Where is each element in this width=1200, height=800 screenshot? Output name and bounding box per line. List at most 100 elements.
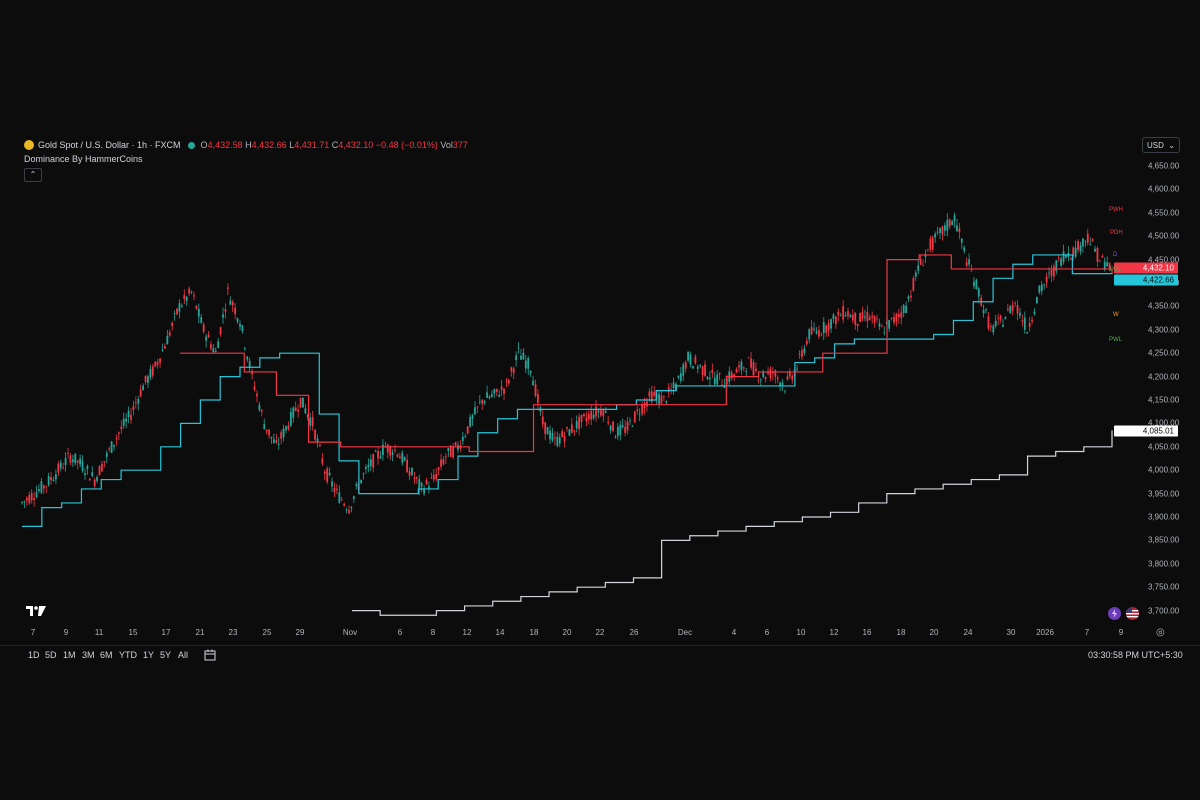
candle-body xyxy=(224,309,227,312)
candle-body xyxy=(256,393,258,397)
candle-body xyxy=(84,473,86,476)
timeframe-button[interactable]: 5D xyxy=(45,650,57,660)
candle-body xyxy=(553,437,556,439)
low-label: L xyxy=(289,140,295,150)
candle-body xyxy=(740,361,743,371)
timeframe-button[interactable]: 3M xyxy=(82,650,95,660)
candle-body xyxy=(633,411,636,423)
price-chart[interactable] xyxy=(0,130,1200,650)
candle-body xyxy=(868,317,871,321)
candle-body xyxy=(776,377,779,380)
timeframe-button[interactable]: 5Y xyxy=(160,650,172,660)
support-line xyxy=(22,254,1113,527)
candle-body xyxy=(93,479,96,486)
time-axis-tick: 24 xyxy=(963,628,973,637)
candle-body xyxy=(108,448,111,450)
candle-body xyxy=(415,477,418,479)
candle-body xyxy=(222,314,224,318)
candle-body xyxy=(585,417,588,422)
candle-body xyxy=(1036,296,1038,304)
candle-body xyxy=(820,334,823,336)
candle-body xyxy=(985,309,987,311)
candle-body xyxy=(556,436,559,446)
candle-body xyxy=(57,463,60,473)
candle-body xyxy=(207,334,210,338)
candle-body xyxy=(682,364,685,376)
candle-body xyxy=(1065,254,1067,258)
candle-body xyxy=(1089,244,1092,245)
timeframe-button[interactable]: 1M xyxy=(63,650,76,660)
tradingview-logo-icon[interactable] xyxy=(26,604,46,616)
timeframe-button[interactable]: YTD xyxy=(119,650,137,660)
candle-body xyxy=(461,436,464,442)
candle-body xyxy=(566,427,568,429)
close-label: C xyxy=(331,140,339,150)
candle-body xyxy=(205,336,207,341)
chevron-down-icon: ⌄ xyxy=(1168,141,1175,150)
candle-body xyxy=(137,399,140,404)
candle-body xyxy=(425,480,428,485)
candle-body xyxy=(275,440,278,443)
candle-body xyxy=(154,361,157,367)
flash-icon[interactable] xyxy=(1108,607,1121,620)
time-axis-tick: 29 xyxy=(295,628,305,637)
candle-body xyxy=(1103,261,1106,270)
candle-body xyxy=(917,265,920,271)
candle-body xyxy=(297,409,300,412)
candle-body xyxy=(503,388,505,394)
timeframe-button[interactable]: 1D xyxy=(28,650,40,660)
time-axis-tick: 22 xyxy=(595,628,605,637)
candle-body xyxy=(147,376,149,383)
candle-body xyxy=(1023,317,1026,330)
chart-area[interactable] xyxy=(0,130,1200,650)
collapse-legend-button[interactable]: ⌃ xyxy=(24,168,42,182)
candle-body xyxy=(1055,260,1058,272)
candle-body xyxy=(1052,266,1055,277)
candle-body xyxy=(180,305,183,307)
candle-body xyxy=(638,413,641,415)
symbol-title[interactable]: Gold Spot / U.S. Dollar · 1h · FXCM xyxy=(38,140,181,150)
candle-body xyxy=(1040,284,1043,292)
us-flag-icon[interactable] xyxy=(1126,607,1139,620)
candle-body xyxy=(597,410,600,413)
candle-body xyxy=(653,392,656,396)
gear-icon[interactable]: ◎ xyxy=(1156,627,1165,638)
candle-body xyxy=(1009,306,1012,314)
timeframe-button[interactable]: 1Y xyxy=(143,650,155,660)
timeframe-button[interactable]: All xyxy=(178,650,189,660)
candle-body xyxy=(616,426,619,437)
candle-body xyxy=(774,370,777,377)
candle-body xyxy=(587,414,590,420)
currency-select[interactable]: USD ⌄ xyxy=(1142,137,1180,153)
calendar-range-icon[interactable] xyxy=(204,648,216,661)
candle-body xyxy=(1031,319,1033,322)
candle-body xyxy=(243,347,246,349)
clock-timezone[interactable]: 03:30:58 PM UTC+5:30 xyxy=(1088,650,1183,660)
candle-body xyxy=(871,315,874,318)
timeframe-button[interactable]: 6M xyxy=(100,650,113,660)
indicator-name[interactable]: Dominance By HammerCoins xyxy=(24,154,143,164)
candle-body xyxy=(798,353,801,355)
candle-body xyxy=(323,471,326,474)
candle-body xyxy=(398,456,401,459)
candle-body xyxy=(815,331,818,334)
candle-body xyxy=(735,368,738,373)
time-axis-tick: 8 xyxy=(430,628,436,637)
candle-body xyxy=(624,426,627,433)
candle-body xyxy=(762,372,765,377)
candle-body xyxy=(810,327,813,335)
candle-body xyxy=(130,414,132,421)
candle-body xyxy=(931,237,934,250)
candle-body xyxy=(568,429,571,436)
candle-body xyxy=(88,478,91,481)
candle-body xyxy=(745,371,748,372)
candle-body xyxy=(522,352,525,360)
pivot-label-pdh: PDH xyxy=(1110,230,1123,236)
candle-body xyxy=(1101,255,1104,258)
candle-body xyxy=(280,432,283,439)
candle-body xyxy=(292,407,295,418)
candle-body xyxy=(750,358,752,368)
time-axis-tick: 16 xyxy=(862,628,872,637)
indicator-price-tag: 4,085.01 xyxy=(1114,425,1178,437)
change-value: −0.48 (−0.01%) xyxy=(375,140,438,150)
